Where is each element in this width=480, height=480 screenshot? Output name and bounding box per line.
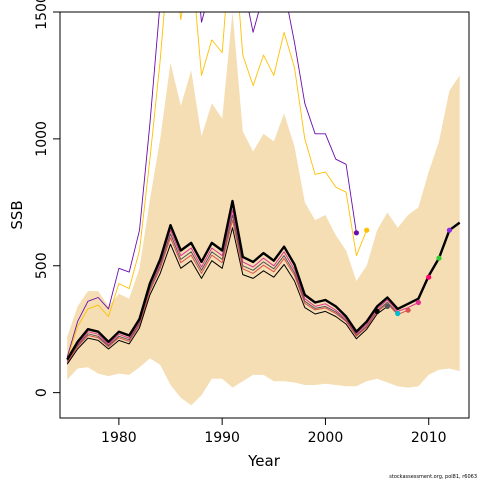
series-line-6 <box>66 219 409 363</box>
y-axis: 0 500 1000 1500 <box>34 0 60 397</box>
x-tick-label: 1990 <box>204 430 240 446</box>
endpoint-marker-2008 <box>405 307 411 313</box>
x-tick-label: 2010 <box>411 430 447 446</box>
y-tick-label: 0 <box>34 388 50 397</box>
endpoint-marker-2005 <box>374 308 380 314</box>
endpoint-marker-2007 <box>395 310 401 317</box>
x-axis: 1980 1990 2000 2010 <box>101 418 447 446</box>
x-tick-label: 1980 <box>101 430 137 446</box>
plot-frame <box>59 11 470 419</box>
endpoint-marker-2003 <box>353 230 359 236</box>
endpoint-marker-2009 <box>415 299 421 306</box>
y-tick-label: 1500 <box>34 0 50 30</box>
series-line-2 <box>66 12 357 358</box>
series-line-1 <box>66 199 461 361</box>
y-tick-label: 500 <box>34 252 50 279</box>
endpoint-marker-2004 <box>364 227 370 233</box>
endpoint-marker-2011 <box>436 255 442 261</box>
x-axis-title: Year <box>247 452 281 470</box>
endpoint-marker-2012 <box>446 227 452 233</box>
credit-text: stockassessment.org, pol81, r6063 <box>389 474 477 480</box>
x-tick-label: 2000 <box>308 430 344 446</box>
series-line-5 <box>66 214 399 363</box>
confidence-band <box>67 12 460 406</box>
y-tick-label: 1000 <box>34 121 50 157</box>
series-line-3 <box>66 12 368 360</box>
endpoint-marker-2010 <box>426 274 432 280</box>
series-line-7 <box>66 227 388 365</box>
endpoint-marker-2006 <box>384 303 390 309</box>
y-axis-title: SSB <box>8 200 26 229</box>
series-line-4 <box>66 209 419 362</box>
